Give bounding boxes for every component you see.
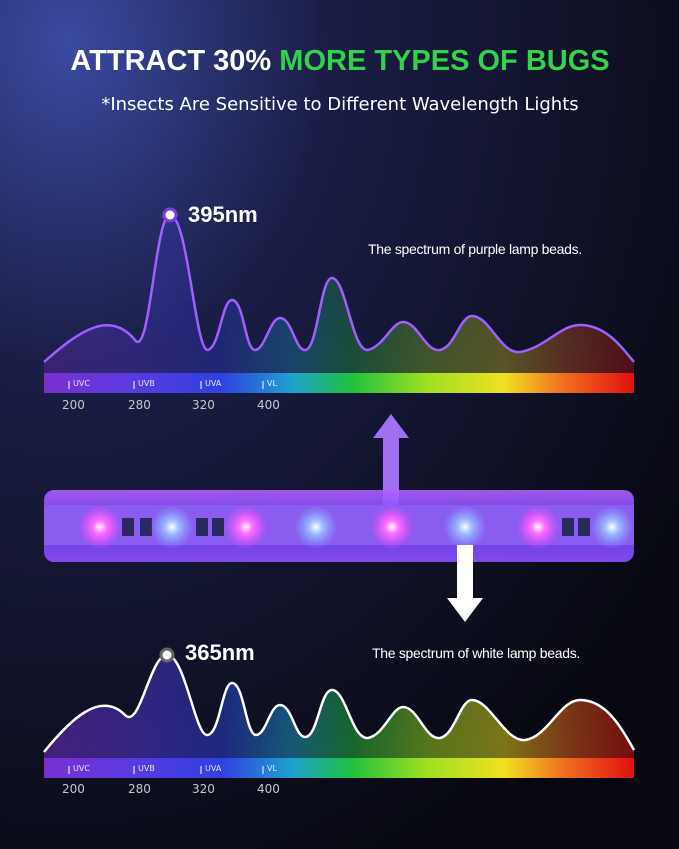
band-label: UVA (205, 764, 222, 773)
band-label: UVA (205, 379, 222, 388)
white-spectrum: 365nm The spectrum of white lamp beads. … (43, 640, 636, 796)
spectrum-bar (44, 758, 634, 778)
scale-label: 280 (128, 782, 151, 796)
title-lead: ATTRACT 30% (70, 45, 271, 77)
peak-dot (162, 207, 178, 223)
caption: The spectrum of purple lamp beads. (368, 241, 582, 257)
scale-label: 400 (257, 398, 280, 412)
peak-dot (159, 647, 175, 663)
spectrum-bar (44, 373, 634, 393)
scale-label: 280 (128, 398, 151, 412)
subtitle: *Insects Are Sensitive to Different Wave… (101, 94, 578, 115)
scale-label: 200 (62, 782, 85, 796)
led-strip (44, 490, 634, 562)
resistors (122, 518, 590, 536)
scale-label: 320 (192, 782, 215, 796)
caption: The spectrum of white lamp beads. (372, 645, 580, 661)
scale-label: 320 (192, 398, 215, 412)
band-label: UVC (73, 379, 90, 388)
band-label: VL (267, 764, 277, 773)
peak-label: 365nm (185, 640, 255, 665)
band-label: UVC (73, 764, 90, 773)
down-arrow (447, 545, 483, 622)
band-label: UVB (138, 379, 155, 388)
title-highlight: MORE TYPES OF BUGS (279, 45, 609, 77)
scale-label: 200 (62, 398, 85, 412)
spectrum-area (44, 655, 634, 758)
purple-spectrum: 395nm The spectrum of purple lamp beads.… (43, 202, 635, 412)
peak-label: 395nm (188, 202, 258, 227)
band-label: VL (267, 379, 277, 388)
spectrum-area (44, 215, 634, 373)
title: ATTRACT 30% MORE TYPES OF BUGS (70, 45, 609, 77)
band-label: UVB (138, 764, 155, 773)
scale-label: 400 (257, 782, 280, 796)
